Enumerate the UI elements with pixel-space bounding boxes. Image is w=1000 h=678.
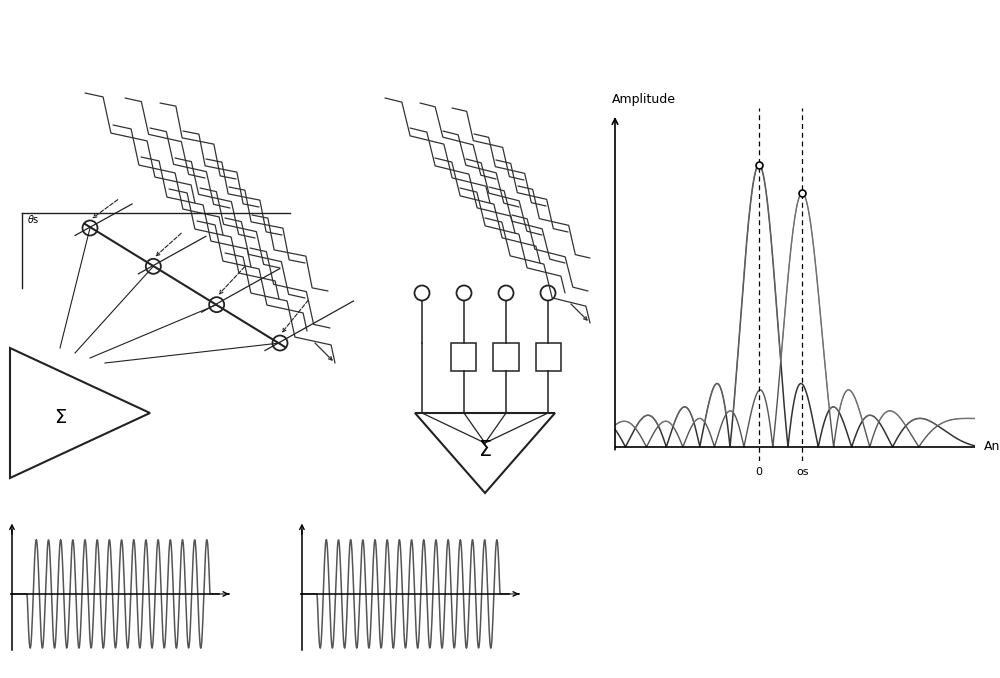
Bar <box>536 343 560 371</box>
Text: $\Sigma$: $\Sigma$ <box>478 440 492 460</box>
Text: $\theta$s: $\theta$s <box>27 213 40 225</box>
Text: Angle: Angle <box>984 441 1000 454</box>
Bar <box>451 343 476 371</box>
Text: οs: οs <box>796 466 808 477</box>
Text: Amplitude: Amplitude <box>612 93 676 106</box>
Text: 0: 0 <box>756 466 763 477</box>
Text: $\Sigma$: $\Sigma$ <box>54 409 66 427</box>
Bar <box>493 343 518 371</box>
